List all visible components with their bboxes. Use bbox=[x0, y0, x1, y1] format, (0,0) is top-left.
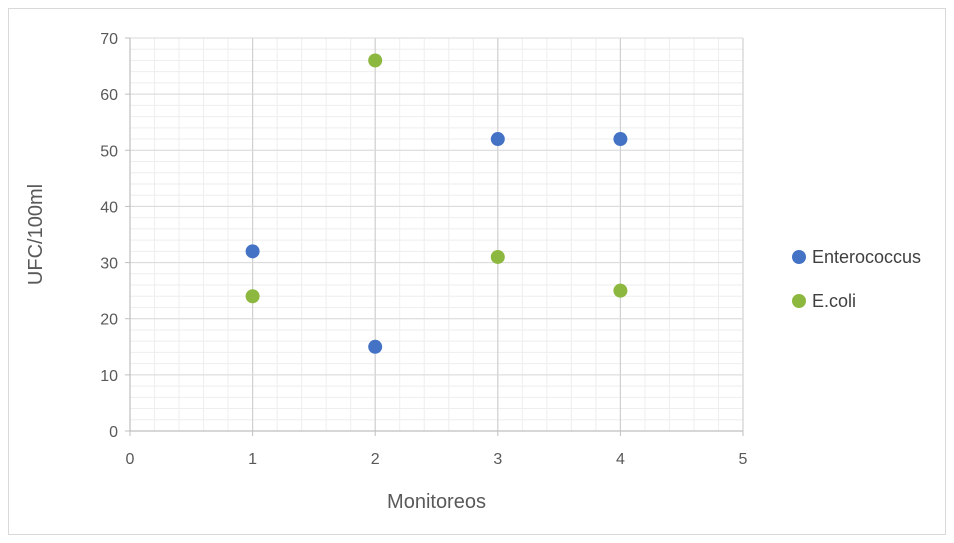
minor-gridlines bbox=[129, 37, 744, 432]
x-tick-label: 3 bbox=[493, 451, 502, 468]
y-tick-label: 40 bbox=[100, 199, 118, 216]
axes bbox=[125, 37, 744, 436]
data-point-enterococcus bbox=[245, 244, 260, 259]
y-tick-label: 20 bbox=[100, 312, 118, 329]
x-tick-label: 0 bbox=[126, 451, 135, 468]
legend-marker bbox=[792, 294, 806, 308]
chart-frame bbox=[8, 8, 946, 535]
data-point-e-coli bbox=[613, 283, 628, 298]
data-point-enterococcus bbox=[613, 132, 628, 147]
data-point-e-coli bbox=[490, 249, 505, 264]
legend-label: E.coli bbox=[812, 291, 856, 311]
legend: Enterococcus E.coli bbox=[792, 247, 921, 311]
y-tick-label: 0 bbox=[109, 424, 118, 441]
y-axis-title: UFC/100ml bbox=[25, 184, 47, 285]
x-tick-label: 5 bbox=[739, 451, 748, 468]
data-point-e-coli bbox=[245, 289, 260, 304]
y-tick-label: 60 bbox=[100, 87, 118, 104]
y-tick-label: 50 bbox=[100, 143, 118, 160]
major-gridlines bbox=[130, 37, 744, 431]
legend-label: Enterococcus bbox=[812, 247, 921, 267]
x-tick-label: 4 bbox=[616, 451, 625, 468]
y-tick-label: 30 bbox=[100, 256, 118, 273]
x-tick-label: 2 bbox=[371, 451, 380, 468]
y-tick-labels: 0 10 20 30 40 50 60 70 bbox=[100, 31, 118, 441]
y-tick-label: 70 bbox=[100, 31, 118, 48]
data-point-enterococcus bbox=[368, 339, 383, 354]
data-point-enterococcus bbox=[490, 132, 505, 147]
x-tick-labels: 0 1 2 3 4 5 bbox=[126, 451, 748, 468]
data-points bbox=[245, 53, 628, 354]
data-point-e-coli bbox=[368, 53, 383, 68]
legend-marker bbox=[792, 250, 806, 264]
y-tick-label: 10 bbox=[100, 368, 118, 385]
x-tick-label: 1 bbox=[248, 451, 257, 468]
x-axis-title: Monitoreos bbox=[387, 491, 486, 513]
